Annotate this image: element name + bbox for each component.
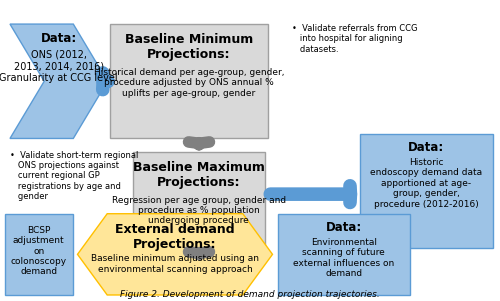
Polygon shape bbox=[78, 214, 272, 295]
Text: Historic
endoscopy demand data
apportioned at age-
group, gender,
procedure (201: Historic endoscopy demand data apportion… bbox=[370, 158, 482, 209]
Text: ONS (2012,
2013, 2014, 2016)
Granularity at CCG level: ONS (2012, 2013, 2014, 2016) Granularity… bbox=[0, 50, 118, 83]
Polygon shape bbox=[10, 24, 108, 138]
Text: Data:: Data: bbox=[408, 141, 445, 154]
Text: Baseline Maximum
Projections:: Baseline Maximum Projections: bbox=[133, 161, 264, 189]
FancyBboxPatch shape bbox=[110, 24, 268, 138]
Text: BCSP
adjustment
on
colonoscopy
demand: BCSP adjustment on colonoscopy demand bbox=[10, 226, 67, 276]
Text: •  Validate short-term regional
   ONS projections against
   current regional G: • Validate short-term regional ONS proje… bbox=[10, 150, 138, 201]
FancyBboxPatch shape bbox=[360, 134, 492, 248]
Text: Baseline minimum adjusted using an
environmental scanning approach: Baseline minimum adjusted using an envir… bbox=[91, 254, 259, 274]
Text: Data:: Data: bbox=[326, 221, 362, 234]
Text: Historical demand per age-group, gender,
procedure adjusted by ONS annual %
upli: Historical demand per age-group, gender,… bbox=[94, 68, 284, 98]
Text: Regression per age group, gender and
procedure as % population
undergoing proced: Regression per age group, gender and pro… bbox=[112, 196, 286, 225]
Text: External demand
Projections:: External demand Projections: bbox=[115, 223, 235, 251]
Text: Data:: Data: bbox=[40, 32, 77, 45]
Text: Environmental
scanning of future
external influences on
demand: Environmental scanning of future externa… bbox=[293, 238, 394, 278]
FancyBboxPatch shape bbox=[132, 152, 265, 248]
Text: •  Validate referrals from CCG
   into hospital for aligning
   datasets.: • Validate referrals from CCG into hospi… bbox=[292, 24, 418, 54]
FancyBboxPatch shape bbox=[278, 214, 410, 295]
FancyBboxPatch shape bbox=[5, 214, 72, 295]
Text: Baseline Minimum
Projections:: Baseline Minimum Projections: bbox=[124, 33, 253, 61]
Text: Figure 2. Development of demand projection trajectories.: Figure 2. Development of demand projecti… bbox=[120, 290, 380, 299]
